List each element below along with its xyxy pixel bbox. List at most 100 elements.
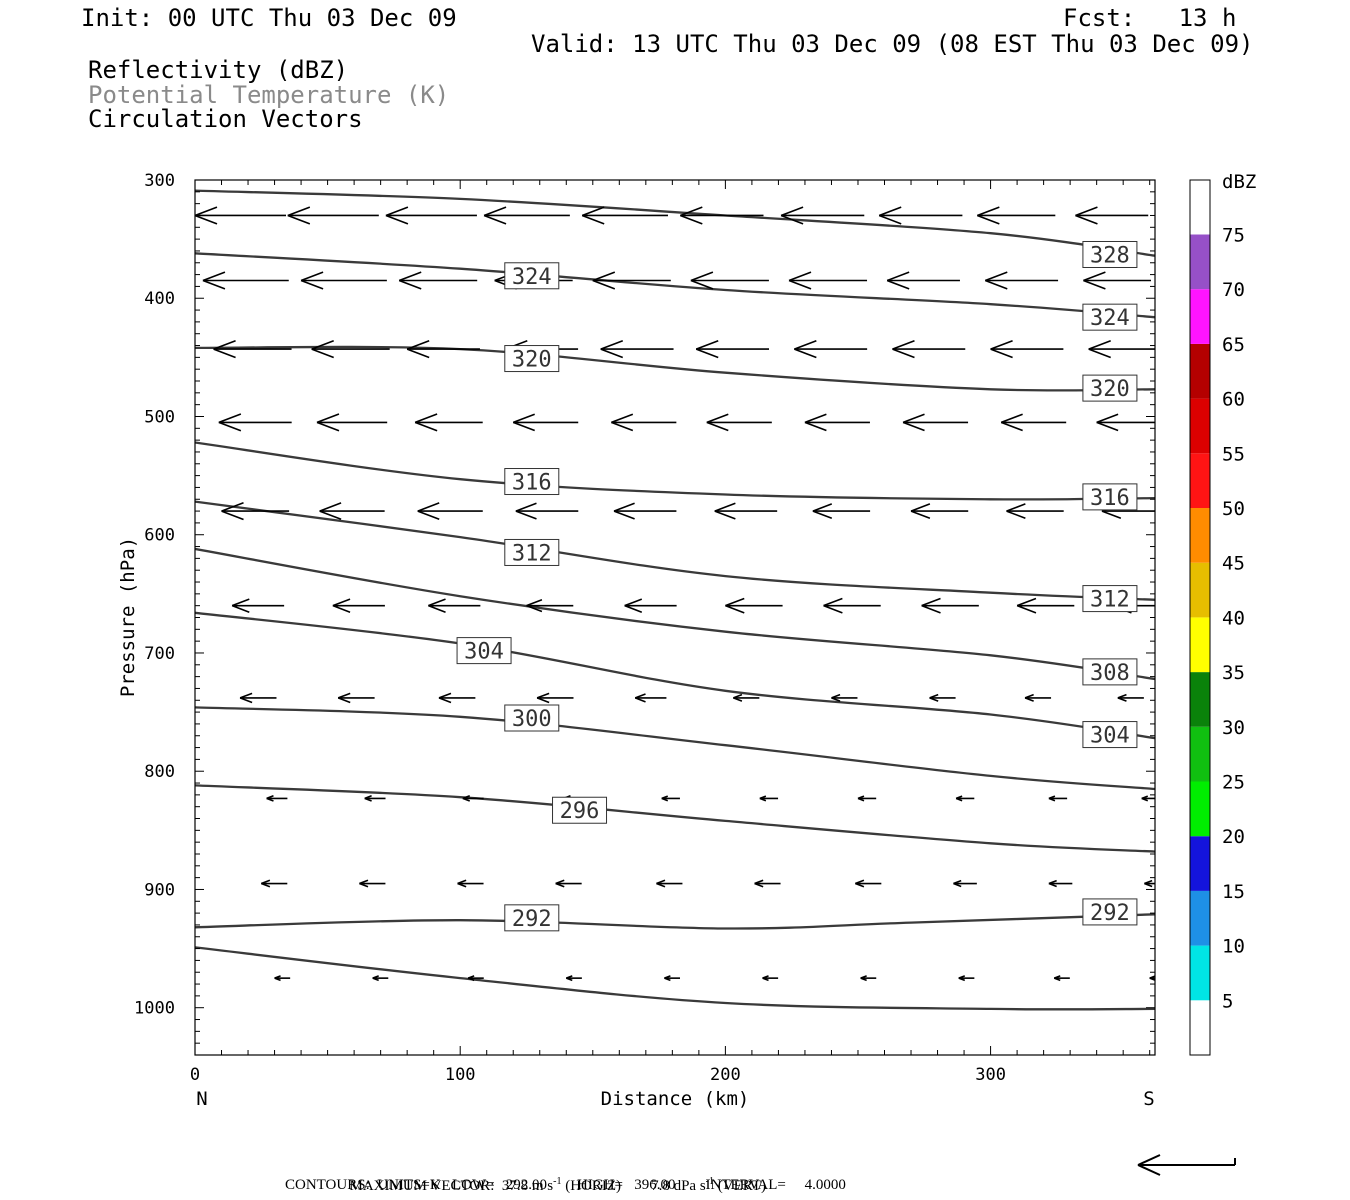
colorbar-swatch (1190, 289, 1210, 344)
wind-vector (1000, 413, 1067, 432)
theta-contour-316 (195, 441, 1155, 501)
wind-vector (733, 693, 760, 702)
svg-text:316: 316 (1090, 486, 1130, 511)
wind-vector (661, 795, 680, 802)
wind-vector (1083, 271, 1151, 290)
y-tick-label: 700 (144, 644, 175, 664)
wind-vector (1154, 697, 1155, 699)
wind-vector (536, 692, 574, 704)
wind-vector (287, 206, 379, 225)
wind-vector (319, 502, 385, 520)
wind-vector (195, 206, 286, 225)
wind-vector (754, 879, 781, 888)
axis-ticks: 300 400 500 600 700 800 900 1000 0 100 200 300 (134, 171, 1155, 1085)
wind-vector (414, 413, 483, 432)
wind-vector (611, 413, 677, 432)
svg-text:316: 316 (512, 471, 552, 496)
wind-vector (1048, 795, 1068, 802)
colorbar-swatch (1190, 945, 1210, 1001)
wind-vector (695, 339, 770, 359)
wind-vector (1144, 879, 1155, 888)
theta-contour-304 (195, 611, 1155, 740)
svg-text:324: 324 (1090, 306, 1130, 331)
y-tick-label: 900 (144, 880, 175, 900)
max-vector-horiz-unit: (HORIZ) (565, 1178, 622, 1194)
wind-vector (780, 206, 865, 225)
exponent: -1 (705, 1176, 714, 1187)
cross-section-chart: 3283243243203203163163123123083043043002… (117, 171, 1256, 1110)
wind-vector (977, 206, 1056, 225)
wind-vector (1149, 975, 1155, 982)
colorbar-tick-label: 75 (1222, 225, 1245, 247)
reference-vector-icon (1137, 1154, 1236, 1176)
wind-vector (581, 206, 668, 225)
colorbar-tick-label: 15 (1222, 881, 1245, 903)
colorbar-tick-label: 65 (1222, 334, 1245, 356)
wind-vector (984, 271, 1059, 290)
colorbar-tick-label: 10 (1222, 936, 1245, 958)
contour-label: 312 (1082, 585, 1138, 613)
y-tick-label: 300 (144, 171, 175, 191)
y-tick-label: 500 (144, 407, 175, 427)
wind-vector (483, 206, 570, 225)
max-vector-vert: 7.8 dPa s (651, 1178, 706, 1194)
contour-labels: 328 324 324 320 320 316 316 312 312 308 304 304 300 2… (456, 240, 1138, 932)
y-axis-title: Pressure (hPa) (117, 537, 139, 697)
contour-label: 328 (1082, 240, 1138, 268)
wind-vector (613, 502, 677, 520)
svg-text:320: 320 (1090, 377, 1130, 402)
colorbar-tick-label: 70 (1222, 279, 1245, 301)
wind-vector (1075, 206, 1149, 225)
wind-vector (955, 795, 975, 802)
wind-vector (762, 975, 779, 982)
colorbar-tick-label: 30 (1222, 717, 1245, 739)
colorbar-swatch (1190, 453, 1210, 508)
wind-vector (213, 339, 292, 359)
wind-vector (812, 503, 871, 520)
x-tick-label: 200 (710, 1065, 741, 1085)
wind-vector (634, 693, 667, 703)
wind-vector (462, 795, 484, 802)
contour-label: 320 (504, 345, 560, 373)
y-tick-label: 400 (144, 289, 175, 309)
wind-vector (714, 502, 778, 520)
wind-vector (725, 597, 783, 614)
wind-vector (337, 692, 375, 704)
wind-vector (417, 502, 483, 520)
wind-vector (239, 692, 277, 704)
colorbar-swatch (1190, 781, 1210, 837)
init-time: Init: 00 UTC Thu 03 Dec 09 (81, 4, 457, 32)
x-tick-label: 0 (190, 1065, 200, 1085)
wind-vector (804, 413, 870, 432)
wind-vector (600, 339, 674, 359)
x-end-label-north: N (196, 1088, 207, 1110)
wind-vector (680, 206, 764, 225)
wind-vector (794, 339, 868, 359)
svg-text:324: 324 (512, 265, 552, 290)
wind-vector (1154, 882, 1155, 885)
contour-label: 316 (1082, 483, 1138, 511)
svg-text:312: 312 (1090, 588, 1130, 613)
y-tick-label: 800 (144, 762, 175, 782)
colorbar-tick-label: 5 (1222, 990, 1233, 1012)
colorbar-swatch (1190, 398, 1210, 454)
contour-label: 308 (1082, 658, 1138, 686)
wind-vector (231, 598, 285, 613)
wind-vector (457, 879, 484, 888)
colorbar-swatch (1190, 890, 1210, 946)
wind-vector (860, 975, 877, 982)
theta-contour-328 (195, 189, 1155, 257)
wind-vector (823, 597, 881, 614)
colorbar-swatch (1190, 617, 1210, 673)
wind-vector (990, 339, 1064, 359)
wind-vector (1053, 975, 1070, 982)
wind-vector (438, 692, 476, 704)
wind-vector (512, 413, 579, 432)
wind-vector (221, 501, 290, 521)
contour-label: 296 (552, 796, 608, 824)
wind-vector (1141, 795, 1155, 802)
wind-vector (1096, 413, 1155, 432)
wind-vector (565, 975, 582, 982)
wind-vector (1024, 693, 1052, 702)
wind-vector (953, 879, 977, 888)
